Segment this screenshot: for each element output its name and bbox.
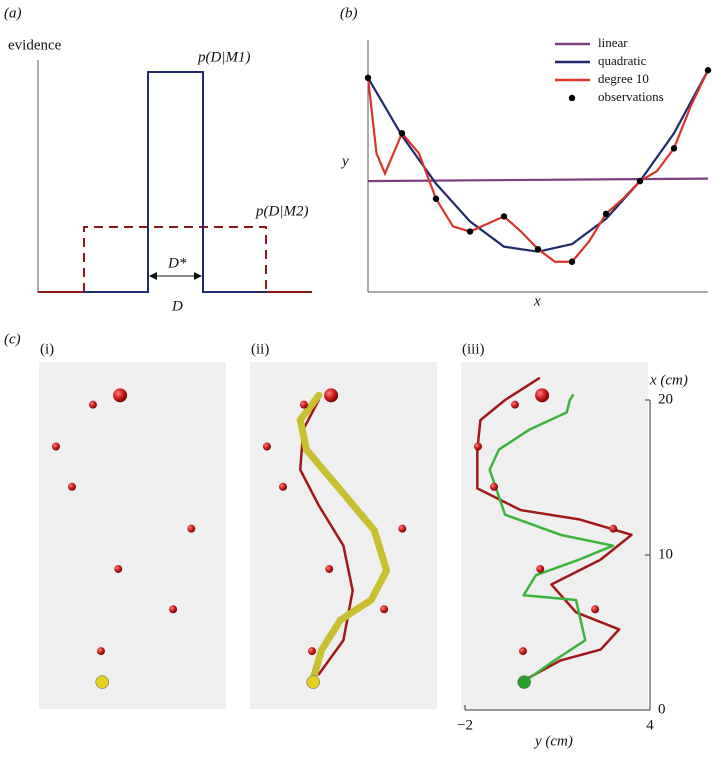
line [366, 69, 709, 263]
observation [636, 177, 644, 185]
panel-label: (ii) [251, 341, 269, 357]
legend-label: quadratic [598, 53, 647, 68]
observation [398, 130, 406, 137]
obstacle [67, 482, 76, 491]
trajectory [488, 394, 615, 684]
observation [432, 195, 440, 202]
target [113, 388, 128, 403]
y-label: y [340, 153, 349, 169]
legend-label: observations [598, 89, 664, 104]
m1-box [84, 71, 266, 293]
m2-label: p(D|M2) [255, 203, 308, 219]
observation [364, 74, 372, 82]
observation [704, 67, 712, 74]
width-label: D* [167, 255, 187, 271]
obstacle [489, 482, 498, 491]
observation [534, 245, 542, 253]
panel-background [39, 362, 226, 709]
x-label: y (cm) [533, 733, 573, 749]
obstacle [299, 400, 308, 409]
x-tick-label: 4 [646, 717, 654, 733]
x-tick-label: −2 [457, 717, 473, 733]
x-label: D [171, 298, 183, 314]
panel-a [37, 60, 312, 293]
observation [602, 210, 610, 218]
obstacle [473, 442, 482, 451]
panel-label: (b) [340, 5, 358, 21]
legend-marker [568, 94, 576, 102]
m1-label: p(D|M1) [197, 49, 250, 65]
obstacle [278, 482, 287, 491]
obstacle [51, 442, 60, 451]
obstacle [510, 400, 519, 409]
obstacle [398, 524, 407, 533]
legend-label: degree 10 [598, 71, 649, 86]
target [324, 388, 339, 403]
y-tick-label: 20 [658, 391, 673, 407]
obstacle [169, 605, 178, 614]
panel-background [250, 362, 437, 709]
y-label: evidence [8, 37, 62, 53]
obstacle [262, 442, 271, 451]
observation [568, 258, 576, 265]
obstacle [536, 564, 545, 573]
panel-label: (iii) [462, 341, 485, 357]
legend: linear quadratic degree 10 observations [555, 35, 664, 104]
observation [670, 145, 678, 152]
y-tick-label: 0 [658, 701, 666, 717]
observation [500, 213, 508, 220]
line [367, 177, 709, 183]
obstacle [518, 647, 527, 656]
sub-panel: (iii) [461, 341, 648, 709]
obstacle [114, 564, 123, 573]
observation [466, 228, 474, 235]
start [517, 675, 531, 689]
obstacle [609, 524, 618, 533]
obstacle [88, 400, 97, 409]
legend-label: linear [598, 35, 628, 50]
obstacle [96, 647, 105, 656]
trajectory [476, 377, 633, 682]
y-label: x (cm) [649, 372, 688, 388]
trajectory [296, 391, 391, 685]
obstacle [325, 564, 334, 573]
obstacle [307, 647, 316, 656]
panel-label: (a) [4, 5, 22, 21]
panel-background [461, 362, 648, 709]
start [95, 675, 109, 689]
target [535, 388, 550, 403]
panel-label: (i) [40, 341, 54, 357]
start [306, 675, 320, 689]
obstacle [591, 605, 600, 614]
obstacle [187, 524, 196, 533]
sub-panel: (ii) [250, 341, 437, 709]
panel-label: (c) [4, 331, 21, 347]
sub-panel: (i) [39, 341, 226, 709]
m2-box [83, 226, 267, 292]
y-tick-label: 10 [658, 546, 673, 562]
obstacle [380, 605, 389, 614]
x-label: x [533, 293, 541, 309]
